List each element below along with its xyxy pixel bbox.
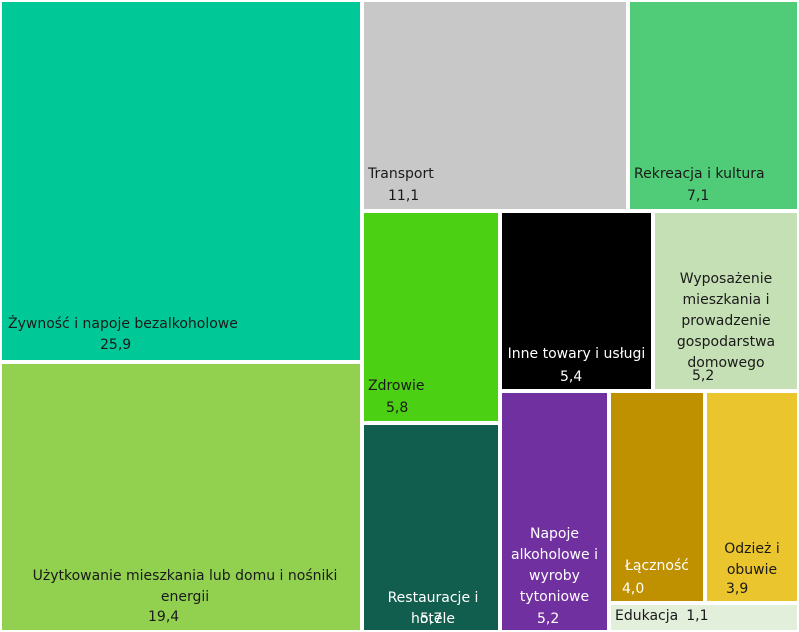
- tile-2: [0, 362, 362, 632]
- tile-5-label: Zdrowie: [368, 378, 425, 394]
- tile-9: [500, 391, 609, 632]
- tile-1-label: Żywność i napoje bezalkoholowe: [8, 316, 238, 332]
- tile-6: [362, 423, 500, 632]
- tile-12-value: 1,1: [686, 608, 709, 624]
- tile-10-value: 4,0: [622, 581, 645, 597]
- tile-3: [362, 0, 628, 211]
- tile-9-label: Napoje alkoholowe i wyroby tytoniowe: [511, 526, 598, 605]
- tile-2-label: Użytkowanie mieszkania lub domu i nośnik…: [32, 568, 338, 605]
- tile-3-label: Transport: [368, 166, 434, 182]
- tile-4-label: Rekreacja i kultura: [634, 166, 765, 182]
- tile-6-value: 5,7: [420, 611, 443, 627]
- tile-1-value: 25,9: [100, 337, 132, 353]
- tile-5: [362, 211, 500, 423]
- tile-11-label: Odzież i obuwie: [724, 541, 780, 578]
- tile-8-value: 5,2: [692, 368, 715, 384]
- tile-3-value: 11,1: [388, 188, 420, 204]
- tile-1: [0, 0, 362, 362]
- tile-10-label: Łączność: [625, 558, 689, 574]
- tile-9-value: 5,2: [537, 611, 560, 627]
- tile-2-value: 19,4: [148, 609, 180, 625]
- tile-12-label: Edukacja 1,1: [615, 606, 799, 627]
- tile-7: [500, 211, 653, 391]
- tile-4: [628, 0, 799, 211]
- tile-7-label: Inne towary i usługi: [507, 346, 646, 362]
- tile-4-value: 7,1: [687, 188, 710, 204]
- tile-11-value: 3,9: [726, 581, 749, 597]
- tile-8-label: Wyposażenie mieszkania i prowadzenie gos…: [676, 271, 776, 371]
- tile-5-value: 5,8: [386, 400, 409, 416]
- tile-12: [609, 603, 799, 632]
- tile-11: [705, 391, 799, 603]
- tile-10: [609, 391, 705, 603]
- tile-7-value: 5,4: [560, 369, 583, 385]
- tile-8: [653, 211, 799, 391]
- tile-12-label-text: Edukacja: [615, 608, 679, 624]
- tile-6-label: Restauracje i hotele: [387, 590, 479, 627]
